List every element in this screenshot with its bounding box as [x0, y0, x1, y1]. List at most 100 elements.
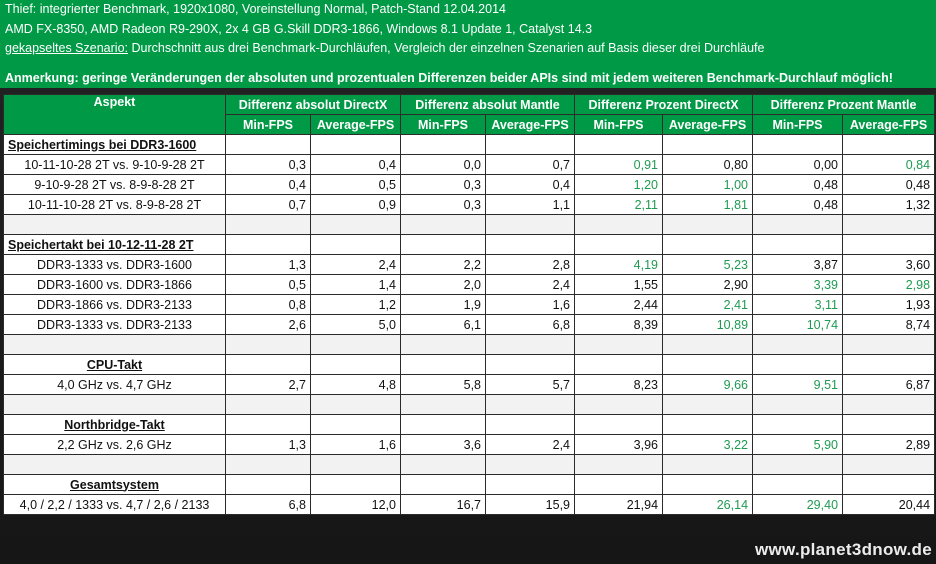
cell-value: 1,3 [225, 434, 311, 455]
cell-value: 3,6 [400, 434, 487, 455]
cell-value: 3,22 [662, 434, 754, 455]
table-row: DDR3-1600 vs. DDR3-1866 0,5 1,4 2,0 2,4 … [3, 274, 936, 295]
cell-value: 0,5 [225, 274, 311, 295]
table-row: 10-11-10-28 2T vs. 8-9-8-28 2T 0,7 0,9 0… [3, 194, 936, 215]
cell-value: 0,48 [752, 194, 844, 215]
cell-value: 0,3 [400, 194, 487, 215]
cell-value: 0,3 [225, 154, 311, 175]
cell-value: 2,2 [400, 254, 487, 275]
spacer-row [3, 334, 936, 355]
cell-value: 1,00 [662, 174, 754, 195]
row-label: 4,0 GHz vs. 4,7 GHz [3, 374, 226, 395]
cell-value: 5,8 [400, 374, 487, 395]
cell-value: 2,7 [225, 374, 311, 395]
cell-value: 8,39 [574, 314, 664, 335]
cell-value: 0,9 [309, 194, 402, 215]
table-row: 4,0 / 2,2 / 1333 vs. 4,7 / 2,6 / 2133 6,… [3, 494, 936, 515]
note-line: Anmerkung: geringe Veränderungen der abs… [5, 70, 893, 85]
cell-value: 6,8 [225, 494, 311, 515]
cell-value: 6,1 [400, 314, 487, 335]
cell-value: 0,4 [485, 174, 576, 195]
row-label: 10-11-10-28 2T vs. 9-10-9-28 2T [3, 154, 226, 175]
row-label: DDR3-1866 vs. DDR3-2133 [3, 294, 226, 315]
cell-value: 9,66 [662, 374, 754, 395]
cell-value: 3,60 [842, 254, 936, 275]
table-row: 2,2 GHz vs. 2,6 GHz 1,3 1,6 3,6 2,4 3,96… [3, 434, 936, 455]
spacer-row [3, 454, 936, 475]
cell-value: 16,7 [400, 494, 487, 515]
cell-value: 2,41 [662, 294, 754, 315]
cell-value: 1,93 [842, 294, 936, 315]
row-label: 10-11-10-28 2T vs. 8-9-8-28 2T [3, 194, 226, 215]
cell-value: 21,94 [574, 494, 664, 515]
header-sub: Min-FPS [225, 114, 311, 135]
table-row: 9-10-9-28 2T vs. 8-9-8-28 2T 0,4 0,5 0,3… [3, 174, 936, 195]
cell-value: 2,0 [400, 274, 487, 295]
cell-value: 2,89 [842, 434, 936, 455]
cell-value: 29,40 [752, 494, 844, 515]
header-sub: Average-FPS [309, 114, 402, 135]
cell-value: 2,4 [309, 254, 402, 275]
row-label: DDR3-1600 vs. DDR3-1866 [3, 274, 226, 295]
header-group-pct-mantle: Differenz Prozent Mantle [752, 94, 936, 115]
cell-value: 2,4 [485, 274, 576, 295]
section-title-cpu: CPU-Takt [3, 354, 226, 375]
table-row: DDR3-1333 vs. DDR3-2133 2,6 5,0 6,1 6,8 … [3, 314, 936, 335]
cell-value: 5,90 [752, 434, 844, 455]
info-line-benchmark: Thief: integrierter Benchmark, 1920x1080… [5, 2, 506, 16]
section-row: Northbridge-Takt [3, 414, 936, 435]
cell-value: 5,0 [309, 314, 402, 335]
cell-value: 8,74 [842, 314, 936, 335]
header-sub: Min-FPS [400, 114, 487, 135]
cell-value: 2,98 [842, 274, 936, 295]
section-title-timings: Speichertimings bei DDR3-1600 [3, 134, 226, 155]
cell-value: 1,81 [662, 194, 754, 215]
header-sub: Average-FPS [485, 114, 576, 135]
cell-value: 0,84 [842, 154, 936, 175]
cell-value: 26,14 [662, 494, 754, 515]
table-row: DDR3-1866 vs. DDR3-2133 0,8 1,2 1,9 1,6 … [3, 294, 936, 315]
cell-value: 6,8 [485, 314, 576, 335]
section-row: Gesamtsystem [3, 474, 936, 495]
scenario-text: Durchschnitt aus drei Benchmark-Durchläu… [128, 41, 765, 55]
cell-value: 1,6 [309, 434, 402, 455]
cell-value: 0,48 [842, 174, 936, 195]
cell-value: 1,55 [574, 274, 664, 295]
cell-value: 0,7 [485, 154, 576, 175]
cell-value: 5,23 [662, 254, 754, 275]
header-sub: Average-FPS [842, 114, 936, 135]
cell-value: 3,96 [574, 434, 664, 455]
cell-value: 10,89 [662, 314, 754, 335]
cell-value: 3,11 [752, 294, 844, 315]
cell-value: 0,8 [225, 294, 311, 315]
header-row-groups: Aspekt Differenz absolut DirectX Differe… [3, 94, 936, 135]
info-line-scenario: gekapseltes Szenario: Durchschnitt aus d… [0, 39, 936, 59]
spacer-row [3, 214, 936, 235]
cell-value: 3,87 [752, 254, 844, 275]
cell-value: 0,91 [574, 154, 664, 175]
row-label: DDR3-1333 vs. DDR3-2133 [3, 314, 226, 335]
cell-value: 5,7 [485, 374, 576, 395]
cell-value: 12,0 [309, 494, 402, 515]
cell-value: 0,5 [309, 174, 402, 195]
info-panel: Thief: integrierter Benchmark, 1920x1080… [0, 0, 936, 88]
cell-value: 0,80 [662, 154, 754, 175]
cell-value: 0,48 [752, 174, 844, 195]
row-label: 4,0 / 2,2 / 1333 vs. 4,7 / 2,6 / 2133 [3, 494, 226, 515]
cell-value: 0,3 [400, 174, 487, 195]
row-label: 2,2 GHz vs. 2,6 GHz [3, 434, 226, 455]
cell-value: 4,8 [309, 374, 402, 395]
header-sub: Average-FPS [662, 114, 754, 135]
header-group-abs-directx: Differenz absolut DirectX [224, 94, 402, 115]
watermark: www.planet3dnow.de [755, 540, 932, 559]
scenario-label: gekapseltes Szenario: [5, 41, 128, 55]
header-row-sub: Min-FPS Average-FPS Min-FPS Average-FPS … [4, 114, 936, 135]
header-sub: Min-FPS [574, 114, 664, 135]
cell-value: 9,51 [752, 374, 844, 395]
cell-value: 20,44 [842, 494, 936, 515]
cell-value: 0,00 [752, 154, 844, 175]
cell-value: 6,87 [842, 374, 936, 395]
table-row: DDR3-1333 vs. DDR3-1600 1,3 2,4 2,2 2,8 … [3, 254, 936, 275]
header-aspect: Aspekt [3, 94, 226, 135]
cell-value: 0,7 [225, 194, 311, 215]
